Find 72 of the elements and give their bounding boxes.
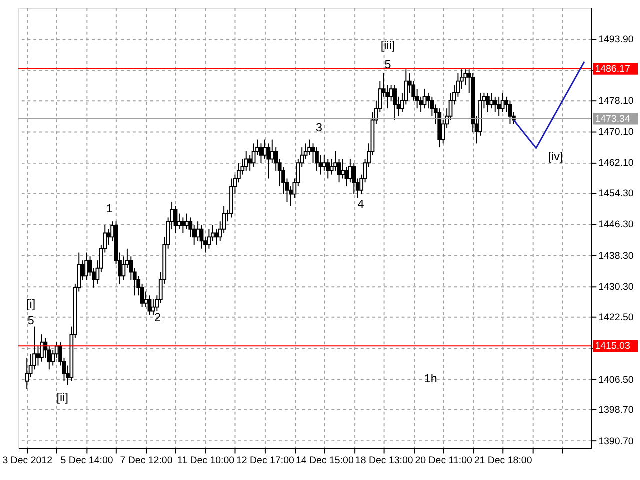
candlestick [259, 143, 264, 164]
candlestick [393, 84, 397, 121]
candlestick [308, 139, 312, 156]
y-tick-label: 1446.30 [598, 220, 634, 231]
annotation: [iv] [548, 150, 564, 164]
candlestick [40, 334, 44, 362]
candlestick [490, 92, 494, 110]
candlestick [315, 147, 319, 172]
candlestick [244, 150, 248, 172]
annotation: 2 [154, 312, 161, 324]
candlestick [326, 158, 330, 180]
ref-line-label: 1415.03 [595, 341, 630, 352]
annotation: 5 [384, 58, 392, 72]
y-tick-label: 1462.10 [598, 158, 634, 170]
candlestick [263, 139, 267, 160]
ref-line-label: 1473.34 [595, 114, 631, 125]
x-tick-label: 18 Dec 13:00 [355, 455, 414, 466]
x-tick-label: 20 Dec 11:00 [415, 455, 474, 466]
x-tick-label: 12 Dec 17:00 [236, 455, 295, 466]
candlestick [266, 143, 271, 180]
annotation: [ii] [56, 392, 68, 405]
candlestick [341, 158, 345, 180]
x-tick-label: 7 Dec 12:00 [120, 455, 174, 466]
annotation: 5 [28, 314, 34, 328]
y-tick-label: 1438.30 [598, 250, 634, 262]
ref-line-label: 1486.17 [595, 64, 630, 75]
candlestick [178, 213, 182, 230]
x-tick-label: 21 Dec 18:00 [474, 455, 533, 466]
candlestick [25, 357, 30, 390]
candlestick [486, 92, 490, 113]
candlestick [214, 228, 219, 246]
annotation: [iii] [380, 39, 396, 52]
x-tick-label: 11 Dec 10:00 [177, 455, 236, 466]
annotation: 4 [358, 198, 365, 211]
candlestick [352, 162, 356, 195]
candlestick [252, 143, 256, 168]
x-tick-label: 3 Dec 2012 [2, 455, 52, 466]
y-tick-label: 1422.50 [598, 312, 634, 324]
candlestick [84, 252, 89, 281]
candlestick [196, 221, 200, 242]
candlestick [148, 295, 152, 316]
candlestick [348, 158, 352, 184]
y-tick-label: 1398.70 [598, 405, 634, 416]
x-tick-label: 14 Dec 15:00 [296, 455, 354, 466]
annotation: 3 [316, 121, 322, 134]
candlestick [322, 154, 326, 172]
candlestick [464, 69, 468, 86]
candlestick [207, 228, 212, 250]
candlestick [144, 291, 148, 308]
y-tick-label: 1406.50 [598, 374, 634, 386]
y-tick-label: 1430.30 [598, 282, 634, 294]
annotation: 1 [106, 202, 113, 216]
annotation: 1h [424, 372, 438, 386]
candlestick [174, 206, 178, 234]
annotation: [i] [26, 298, 36, 311]
candlestick [152, 299, 156, 316]
candlestick [500, 92, 505, 113]
candlestick [200, 225, 204, 250]
y-tick-label: 1493.90 [598, 34, 634, 46]
y-tick-label: 1390.70 [598, 436, 634, 448]
candlestick [248, 154, 252, 172]
y-tick-label: 1470.10 [598, 126, 634, 138]
candlestick [36, 346, 40, 366]
candlestick [334, 150, 338, 172]
y-tick-label: 1478.10 [598, 96, 634, 107]
x-tick-label: 5 Dec 14:00 [60, 455, 114, 466]
candlestick [493, 96, 498, 113]
candlestick [497, 96, 502, 117]
y-tick-label: 1454.30 [598, 188, 634, 200]
candlestick [508, 100, 512, 125]
candlestick [181, 217, 186, 234]
candlestick [184, 213, 189, 230]
